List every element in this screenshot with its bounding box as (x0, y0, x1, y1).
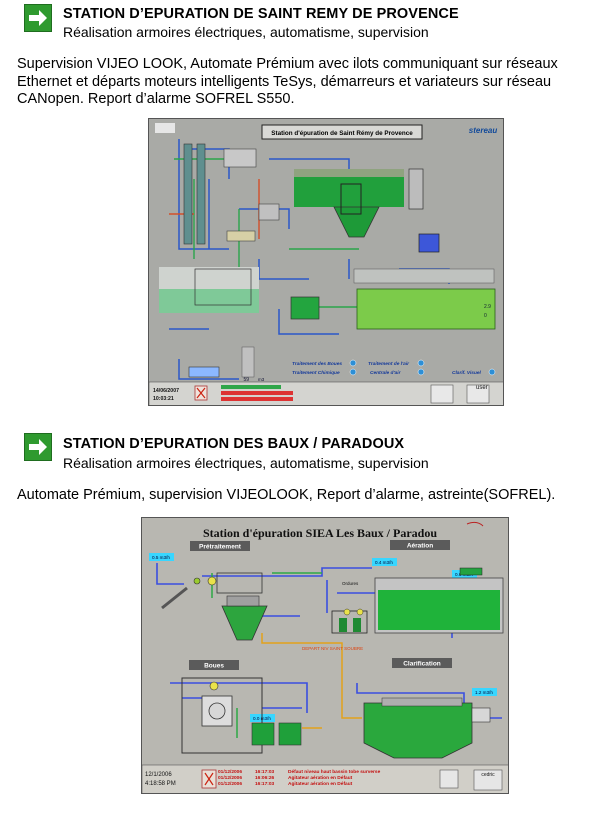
label-ordures: Ordures (342, 581, 359, 586)
scada-time: 4:18:58 PM (145, 781, 176, 787)
flow-label: 1.2 m3/h (475, 690, 493, 695)
alarm-time: 16:06:26 (255, 775, 275, 781)
scada-time: 10:03:21 (153, 396, 174, 402)
scada-user: user (476, 385, 488, 391)
scada-banner: Station d'épuration de Saint Rémy de Pro… (271, 130, 413, 137)
nav-traitement-chimique: Traitement Chimique (292, 370, 340, 376)
scada-screenshot: Station d'épuration SIEA Les Baux / Para… (141, 517, 509, 794)
section-description: Supervision VIJEO LOOK, Automate Prémium… (17, 56, 558, 107)
nav-traitement-boues: Traitement des Boues (292, 361, 342, 367)
panel-aeration: Aération (407, 543, 433, 550)
scada-screenshot: Station d'épuration de Saint Rémy de Pro… (148, 118, 504, 406)
level-value: 59 (243, 377, 249, 383)
panel-clarification: Clarification (403, 661, 441, 668)
nav-clarif-visuel: Clarif. Visuel (452, 370, 482, 376)
scada-date: 12/1/2006 (145, 772, 172, 778)
panel-boues: Boues (204, 663, 224, 670)
alarm-time: 16:17:03 (255, 781, 275, 787)
flow-label: 0.5 m3/h (152, 555, 170, 560)
section-title: STATION D’EPURATION DE SAINT REMY DE PRO… (63, 6, 459, 22)
arrow-right-icon (24, 4, 52, 32)
alarm-message: Défaut niveau haut bassin tobe surverse (288, 769, 381, 775)
label-depart: DEPART NIV SAINT SOUBRE (302, 646, 363, 651)
section-description: Automate Prémium, supervision VIJEOLOOK,… (17, 487, 556, 503)
section-subtitle: Réalisation armoires électriques, automa… (63, 24, 429, 40)
alarm-date: 01/12/2006 (218, 781, 242, 787)
scada-date: 14/06/2007 (153, 388, 179, 394)
arrow-right-icon (24, 433, 52, 461)
svg-text:2.9: 2.9 (484, 304, 491, 310)
nav-traitement-air: Traitement de l'air (368, 361, 410, 367)
alarm-date: 01/12/2006 (218, 769, 242, 775)
scada-user: cedric (481, 772, 495, 778)
alarm-time: 16:17:03 (255, 769, 275, 775)
level-unit: m3 (258, 377, 265, 382)
scada-banner: Station d'épuration SIEA Les Baux / Para… (203, 526, 437, 540)
nav-centrale-air: Centrale d'air (370, 370, 402, 376)
panel-pretraitement: Prétraitement (199, 544, 242, 551)
stereau-logo: stereau (469, 126, 498, 135)
section-subtitle: Réalisation armoires électriques, automa… (63, 455, 429, 471)
alarm-message: Agitateur aération en Défaut (288, 775, 353, 781)
svg-text:0: 0 (484, 313, 487, 319)
flow-label: 0.4 m3/h (375, 560, 393, 565)
alarm-message: Agitateur aération en Défaut (288, 781, 353, 787)
section-title: STATION D’EPURATION DES BAUX / PARADOUX (63, 436, 405, 452)
alarm-date: 01/12/2006 (218, 775, 242, 781)
